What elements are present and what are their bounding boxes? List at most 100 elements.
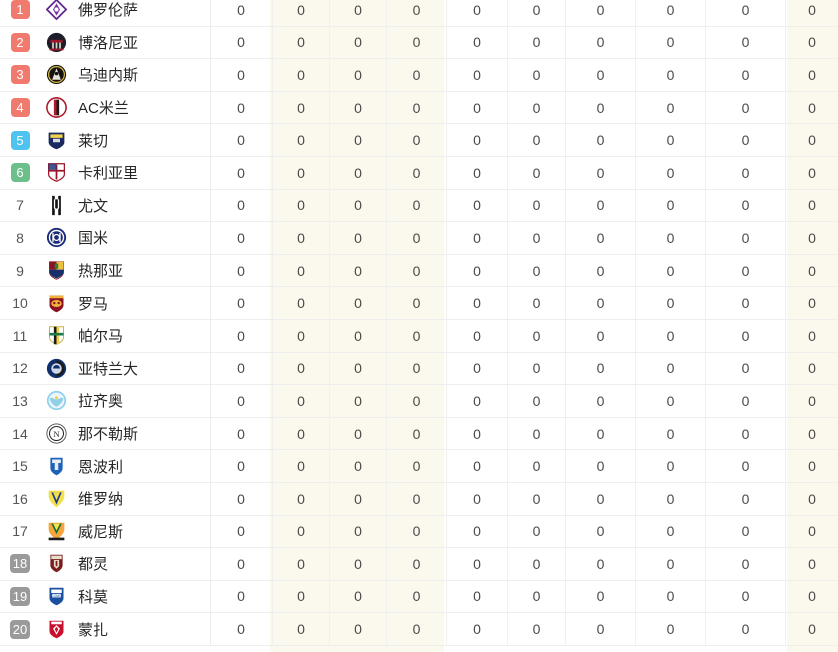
stat-cell: 0 (329, 580, 386, 613)
table-row[interactable]: 4 AC米兰 0 0 0 0 0 0 0 0 0 0 (0, 91, 838, 125)
table-row[interactable]: 12 亚特兰大 0 0 0 0 0 0 0 0 0 0 (0, 352, 838, 386)
stat-cell: 0 (272, 352, 329, 385)
rank-badge: 20 (9, 619, 31, 639)
team-name[interactable]: 维罗纳 (78, 491, 124, 509)
team-name[interactable]: AC米兰 (78, 100, 129, 118)
team-name[interactable]: 热那亚 (78, 263, 124, 281)
stat-cell: 0 (446, 189, 507, 222)
table-row[interactable]: 20 蒙扎 0 0 0 0 0 0 0 0 0 0 (0, 613, 838, 646)
table-row[interactable]: 2 博洛尼亚 0 0 0 0 0 0 0 0 0 0 (0, 26, 838, 60)
stat-cell: 0 (386, 124, 446, 156)
team-name[interactable]: 威尼斯 (78, 523, 124, 541)
table-row[interactable]: 10 罗马 0 0 0 0 0 0 0 0 0 0 (0, 287, 838, 320)
stat-cell: 0 (329, 59, 386, 91)
table-row[interactable]: 3 乌迪内斯 0 0 0 0 0 0 0 0 0 0 (0, 59, 838, 92)
stat-cell: 0 (272, 417, 329, 450)
stat-cell: 0 (329, 515, 386, 548)
stat-cell: 0 (446, 0, 507, 26)
rank-badge: 8 (16, 229, 24, 246)
stat-cell: 0 (237, 327, 245, 344)
stat-cell: 0 (705, 385, 785, 417)
team-name[interactable]: 尤文 (78, 197, 109, 215)
stat-cell: 0 (237, 360, 245, 377)
stat-cell: 0 (446, 254, 507, 287)
column-divider (210, 124, 211, 156)
team-name[interactable]: 拉齐奥 (78, 393, 124, 411)
table-row[interactable]: 15 恩波利 0 0 0 0 0 0 0 0 0 0 (0, 450, 838, 483)
rank-badge: 2 (10, 32, 30, 52)
stat-cell: 0 (785, 548, 838, 580)
stat-cell: 0 (329, 189, 386, 222)
team-name[interactable]: 罗马 (78, 295, 109, 313)
stat-cell: 0 (272, 482, 329, 515)
rank-cell: 13 (0, 391, 40, 410)
table-row[interactable]: 1 佛罗伦萨 0 0 0 0 0 0 0 0 0 0 (0, 0, 838, 27)
stat-cell: 0 (329, 482, 386, 515)
team-name[interactable]: 博洛尼亚 (78, 34, 139, 52)
stat-cell: 0 (237, 392, 245, 409)
stat-cell: 0 (237, 132, 245, 149)
stat-cell: 0 (785, 450, 838, 482)
stat-cell: 0 (446, 91, 507, 124)
stat-cell: 0 (386, 319, 446, 352)
stat-cell: 0 (386, 450, 446, 482)
team-name[interactable]: 国米 (78, 230, 109, 248)
stat-cell: 0 (705, 59, 785, 91)
team-name[interactable]: 卡利亚里 (78, 165, 139, 183)
stat-cell: 0 (507, 91, 565, 124)
stat-cell: 0 (635, 450, 705, 482)
acmilan-crest-icon (40, 97, 72, 118)
team-name[interactable]: 都灵 (78, 556, 109, 574)
rank-cell: 5 (0, 130, 40, 150)
stat-cell: 0 (635, 124, 705, 156)
team-name[interactable]: 蒙扎 (78, 621, 109, 639)
table-row[interactable]: 18 都灵 0 0 0 0 0 0 0 0 0 0 (0, 548, 838, 581)
rank-cell: 19 (0, 586, 40, 606)
table-row[interactable]: 7 尤文 0 0 0 0 0 0 0 0 0 0 (0, 189, 838, 223)
team-name[interactable]: 莱切 (78, 132, 109, 150)
stat-cell: 0 (272, 91, 329, 124)
stat-cell: 0 (329, 385, 386, 417)
rank-badge: 5 (10, 130, 30, 150)
stat-cell: 0 (386, 59, 446, 91)
stat-cell: 0 (785, 580, 838, 613)
stat-cell: 0 (785, 222, 838, 254)
team-name[interactable]: 帕尔马 (78, 328, 124, 346)
team-name[interactable]: 那不勒斯 (78, 426, 139, 444)
table-row[interactable]: 5 莱切 0 0 0 0 0 0 0 0 0 0 (0, 124, 838, 157)
table-row[interactable]: 6 卡利亚里 0 0 0 0 0 0 0 0 0 0 (0, 156, 838, 190)
stat-cell: 0 (705, 319, 785, 352)
team-name[interactable]: 佛罗伦萨 (78, 2, 139, 20)
table-row[interactable]: 11 帕尔马 0 0 0 0 0 0 0 0 0 0 (0, 319, 838, 353)
stat-cell: 0 (446, 26, 507, 59)
stat-cell: 0 (565, 91, 635, 124)
team-name[interactable]: 乌迪内斯 (78, 67, 139, 85)
stat-cell: 0 (272, 385, 329, 417)
rank-badge: 18 (9, 554, 31, 574)
stat-cell: 0 (237, 588, 245, 605)
stat-cell: 0 (635, 580, 705, 613)
team-name[interactable]: 恩波利 (78, 458, 124, 476)
table-row[interactable]: 13 拉齐奥 0 0 0 0 0 0 0 0 0 0 (0, 385, 838, 418)
stat-cell: 0 (635, 482, 705, 515)
stat-cell: 0 (329, 548, 386, 580)
stat-cell: 0 (507, 0, 565, 26)
table-row[interactable]: 8 国米 0 0 0 0 0 0 0 0 0 0 (0, 222, 838, 255)
table-row[interactable]: 19 COMO 科莫 0 0 0 0 0 0 0 0 0 0 (0, 580, 838, 614)
team-name[interactable]: 科莫 (78, 588, 109, 606)
table-row[interactable]: 17 威尼斯 0 0 0 0 0 0 0 0 0 0 (0, 515, 838, 549)
stat-cell: 0 (565, 26, 635, 59)
table-row[interactable]: 16 维罗纳 0 0 0 0 0 0 0 0 0 0 (0, 482, 838, 516)
stat-cell: 0 (237, 295, 245, 312)
table-row[interactable]: 14 N 那不勒斯 0 0 0 0 0 0 0 0 0 0 (0, 417, 838, 451)
stat-cell: 0 (507, 26, 565, 59)
team-name[interactable]: 亚特兰大 (78, 360, 139, 378)
stat-cell: 0 (272, 580, 329, 613)
roma-crest-icon (40, 293, 72, 314)
table-row[interactable]: 9 热那亚 0 0 0 0 0 0 0 0 0 0 (0, 254, 838, 288)
